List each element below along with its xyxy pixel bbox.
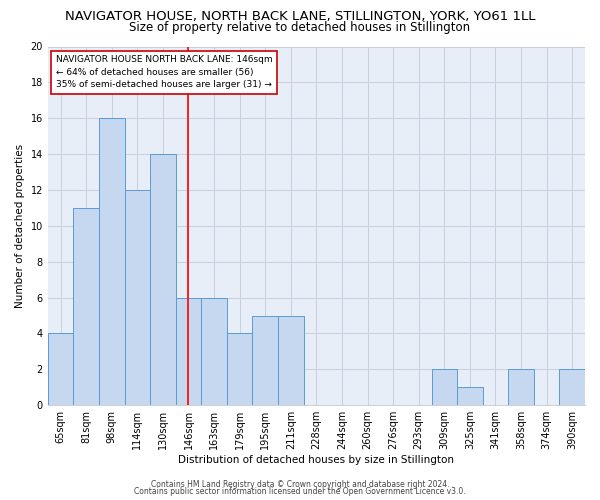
Bar xyxy=(227,334,253,405)
Text: NAVIGATOR HOUSE, NORTH BACK LANE, STILLINGTON, YORK, YO61 1LL: NAVIGATOR HOUSE, NORTH BACK LANE, STILLI… xyxy=(65,10,535,23)
Y-axis label: Number of detached properties: Number of detached properties xyxy=(15,144,25,308)
Bar xyxy=(150,154,176,405)
Text: NAVIGATOR HOUSE NORTH BACK LANE: 146sqm
← 64% of detached houses are smaller (56: NAVIGATOR HOUSE NORTH BACK LANE: 146sqm … xyxy=(56,56,272,90)
Bar xyxy=(73,208,99,405)
Text: Size of property relative to detached houses in Stillington: Size of property relative to detached ho… xyxy=(130,21,470,34)
Text: Contains public sector information licensed under the Open Government Licence v3: Contains public sector information licen… xyxy=(134,487,466,496)
Bar xyxy=(508,370,534,405)
Text: Contains HM Land Registry data © Crown copyright and database right 2024.: Contains HM Land Registry data © Crown c… xyxy=(151,480,449,489)
Bar xyxy=(278,316,304,405)
Bar xyxy=(48,334,73,405)
X-axis label: Distribution of detached houses by size in Stillington: Distribution of detached houses by size … xyxy=(178,455,454,465)
Bar xyxy=(253,316,278,405)
Bar xyxy=(176,298,201,405)
Bar xyxy=(99,118,125,405)
Bar xyxy=(559,370,585,405)
Bar xyxy=(201,298,227,405)
Bar xyxy=(125,190,150,405)
Bar xyxy=(431,370,457,405)
Bar xyxy=(457,388,482,405)
